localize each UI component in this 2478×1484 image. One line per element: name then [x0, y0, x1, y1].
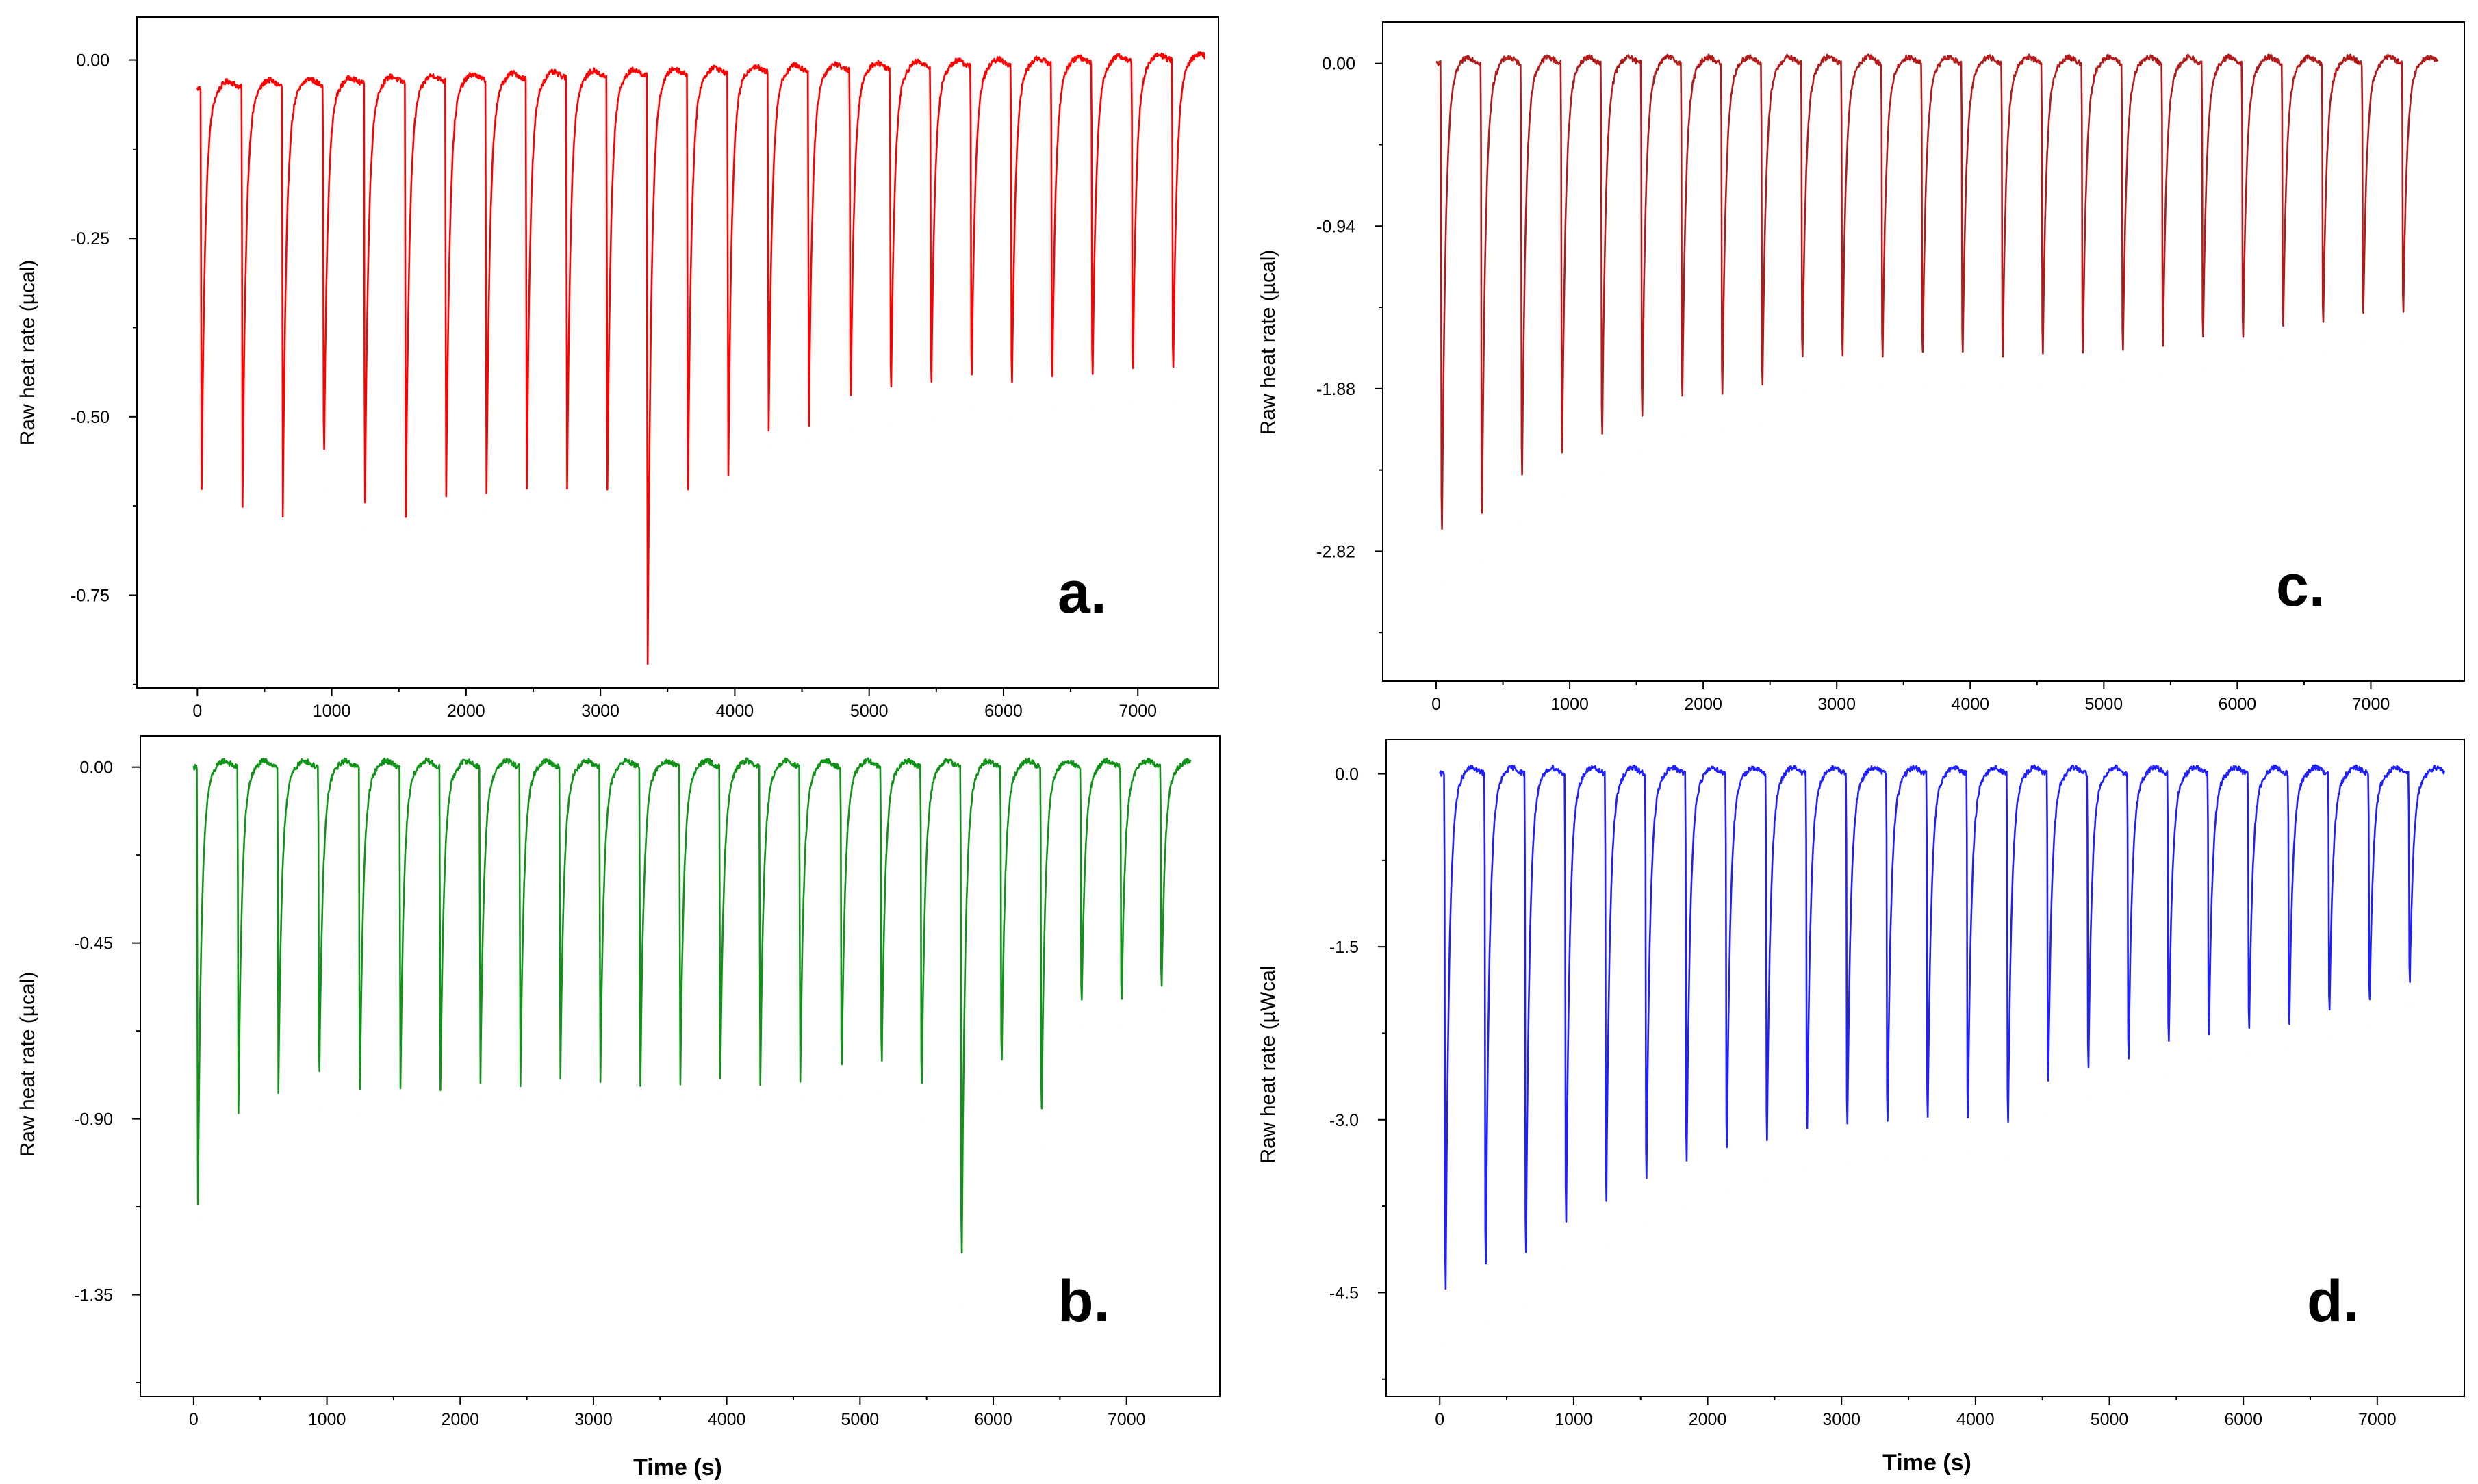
y-axis: 0.00 -0.45 -0.90 -1.35 — [74, 758, 140, 1384]
panel-c: 0 1000 2000 3000 4000 5000 6000 7000 0.00 -0.94 -… — [1257, 21, 2465, 714]
x-tick-label: 2000 — [1689, 1410, 1727, 1429]
panel-a: 0 1000 2000 3000 4000 5000 6000 7000 0.00 -0.25 -… — [16, 16, 1219, 721]
y-tick-label: -0.50 — [71, 408, 110, 427]
x-tick-label: 3000 — [1817, 695, 1856, 714]
y-axis-label: Raw heat rate (µWcal — [1257, 965, 1279, 1163]
x-tick-label: 0 — [192, 702, 202, 721]
x-tick-label: 4000 — [1956, 1410, 1995, 1429]
x-tick-label: 7000 — [1119, 702, 1157, 721]
x-tick-label: 3000 — [581, 702, 620, 721]
x-tick-label: 1000 — [308, 1410, 346, 1429]
x-axis: 0 1000 2000 3000 4000 5000 6000 7000 — [1431, 681, 2390, 714]
x-tick-label: 4000 — [708, 1410, 746, 1429]
x-tick-label: 5000 — [2091, 1410, 2129, 1429]
x-tick-label: 3000 — [574, 1410, 613, 1429]
y-tick-label: -1.35 — [74, 1286, 113, 1305]
x-tick-label: 5000 — [850, 702, 889, 721]
y-axis: 0.00 -0.25 -0.50 -0.75 — [71, 51, 137, 685]
x-tick-label: 6000 — [974, 1410, 1012, 1429]
x-tick-label: 1000 — [1550, 695, 1589, 714]
heat-rate-trace — [1439, 764, 2445, 1290]
x-tick-label: 5000 — [2085, 695, 2123, 714]
panel-label-a: a. — [1058, 560, 1107, 626]
x-tick-label: 7000 — [1108, 1410, 1146, 1429]
heat-rate-trace — [192, 757, 1192, 1254]
plot-frame — [1382, 21, 2465, 682]
x-tick-label: 7000 — [2358, 1410, 2397, 1429]
panel-b: 0 1000 2000 3000 4000 5000 6000 7000 0.00 -0.45 -… — [16, 735, 1221, 1481]
y-tick-label: 0.00 — [76, 51, 110, 71]
y-axis-label: Raw heat rate (µcal) — [1257, 250, 1279, 435]
panel-label-d: d. — [2307, 1268, 2359, 1334]
panel-d: 0 1000 2000 3000 4000 5000 6000 7000 0.0 -1.5 -3.… — [1257, 739, 2465, 1476]
x-tick-label: 2000 — [447, 702, 485, 721]
plot-frame — [140, 735, 1221, 1397]
y-tick-label: -1.5 — [1329, 938, 1359, 957]
x-axis: 0 1000 2000 3000 4000 5000 6000 7000 — [192, 688, 1157, 721]
x-tick-label: 2000 — [1684, 695, 1722, 714]
x-tick-label: 0 — [189, 1410, 199, 1429]
panel-label-b: b. — [1058, 1268, 1110, 1334]
x-tick-label: 3000 — [1822, 1410, 1861, 1429]
x-axis-label: Time (s) — [633, 1455, 722, 1481]
x-axis: 0 1000 2000 3000 4000 5000 6000 7000 — [1435, 1396, 2397, 1429]
x-tick-label: 1000 — [1555, 1410, 1593, 1429]
heat-rate-trace — [196, 51, 1206, 665]
y-tick-label: -2.82 — [1316, 542, 1355, 561]
x-axis-label: Time (s) — [1882, 1450, 1971, 1476]
y-tick-label: -4.5 — [1329, 1283, 1359, 1303]
x-tick-label: 6000 — [2224, 1410, 2262, 1429]
y-tick-label: -0.94 — [1316, 217, 1355, 236]
x-tick-label: 7000 — [2352, 695, 2390, 714]
y-axis: 0.00 -0.94 -1.88 -2.82 — [1316, 55, 1383, 634]
y-axis-label: Raw heat rate (µcal) — [16, 260, 39, 446]
y-axis-label: Raw heat rate (µcal) — [16, 972, 39, 1157]
x-tick-label: 0 — [1435, 1410, 1444, 1429]
x-tick-label: 2000 — [441, 1410, 479, 1429]
x-axis: 0 1000 2000 3000 4000 5000 6000 7000 — [189, 1396, 1146, 1429]
x-tick-label: 0 — [1431, 695, 1441, 714]
y-tick-label: -0.90 — [74, 1110, 113, 1129]
x-tick-label: 5000 — [841, 1410, 880, 1429]
heat-rate-trace — [1435, 53, 2439, 530]
plot-frame — [136, 16, 1219, 689]
x-tick-label: 1000 — [313, 702, 351, 721]
plot-frame — [1385, 739, 2465, 1397]
y-axis: 0.0 -1.5 -3.0 -4.5 — [1329, 765, 1386, 1380]
x-tick-label: 4000 — [716, 702, 754, 721]
y-tick-label: -0.75 — [71, 586, 110, 605]
panel-label-c: c. — [2276, 553, 2325, 619]
y-tick-label: 0.0 — [1335, 765, 1359, 784]
y-tick-label: -1.88 — [1316, 380, 1355, 399]
y-tick-label: -0.25 — [71, 229, 110, 248]
y-tick-label: 0.00 — [79, 758, 113, 778]
x-tick-label: 6000 — [984, 702, 1023, 721]
y-tick-label: -0.45 — [74, 934, 113, 954]
x-tick-label: 6000 — [2219, 695, 2257, 714]
x-tick-label: 4000 — [1951, 695, 1989, 714]
y-tick-label: 0.00 — [1322, 55, 1355, 74]
y-tick-label: -3.0 — [1329, 1111, 1359, 1130]
